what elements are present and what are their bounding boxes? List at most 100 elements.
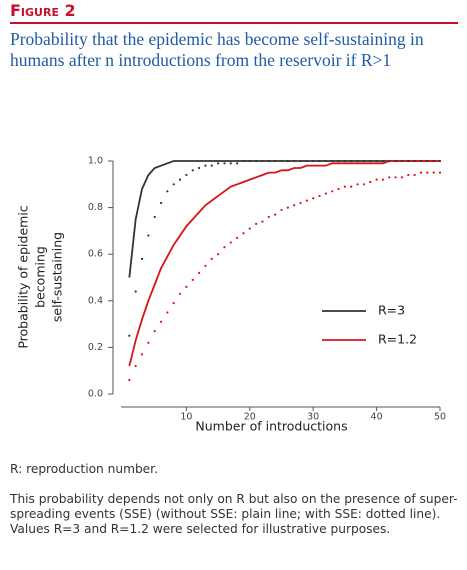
data-point	[197, 166, 201, 170]
data-point	[438, 171, 442, 174]
data-point	[413, 173, 416, 177]
data-point	[324, 159, 327, 163]
data-point	[166, 311, 169, 314]
data-point	[191, 169, 194, 172]
legend-label: R=3	[378, 303, 405, 318]
data-point	[229, 162, 232, 165]
data-point	[223, 246, 226, 249]
data-point	[426, 171, 429, 174]
data-point	[438, 159, 442, 163]
data-point	[140, 353, 144, 356]
data-point	[331, 190, 334, 193]
data-point	[375, 178, 378, 181]
note: This probability depends not only on R b…	[10, 492, 458, 536]
data-point	[407, 159, 410, 163]
data-point	[172, 302, 175, 305]
data-point	[337, 187, 340, 191]
data-point	[362, 159, 366, 163]
data-point	[242, 232, 245, 235]
data-point	[299, 201, 302, 205]
data-point	[153, 215, 156, 219]
data-point	[369, 180, 372, 184]
data-point	[210, 164, 213, 167]
data-point	[153, 329, 156, 333]
data-point	[286, 206, 289, 209]
data-point	[128, 334, 131, 337]
series-line	[128, 160, 440, 278]
data-point	[318, 159, 321, 163]
data-point	[369, 159, 372, 163]
data-point	[178, 292, 182, 295]
data-point	[267, 159, 270, 163]
data-point	[134, 364, 137, 368]
data-point	[204, 264, 207, 267]
data-point	[147, 341, 150, 344]
data-point	[185, 173, 188, 177]
data-point	[362, 183, 366, 186]
data-point	[280, 159, 283, 163]
data-point	[293, 159, 296, 163]
y-axis-title: Probability of epidemic	[16, 205, 31, 348]
data-point	[394, 159, 397, 163]
data-point	[159, 201, 163, 205]
x-tick-label: 50	[434, 412, 446, 423]
data-point	[356, 183, 359, 186]
data-point	[388, 176, 391, 179]
x-axis-title: Number of introductions	[195, 419, 347, 434]
data-point	[204, 164, 207, 167]
series-line	[128, 160, 440, 367]
data-point	[381, 178, 385, 181]
data-point	[312, 159, 315, 163]
data-point	[419, 159, 423, 163]
data-point	[261, 220, 264, 223]
data-point	[299, 159, 302, 163]
data-point	[210, 257, 213, 260]
data-point	[166, 190, 169, 193]
data-point	[343, 185, 346, 188]
data-point	[274, 213, 277, 216]
y-tick-label: 0.6	[88, 249, 103, 260]
data-point	[197, 271, 201, 274]
data-point	[217, 253, 220, 256]
x-tick-label: 30	[307, 412, 319, 423]
data-point	[248, 159, 251, 163]
x-tick-label: 10	[180, 412, 192, 423]
data-point	[305, 199, 308, 202]
chart: 0.0 0.2 0.4 0.6 0.8 1.0 10 20 30 40 50 Number of in…	[16, 156, 447, 434]
data-point	[274, 159, 277, 163]
data-point	[324, 192, 327, 195]
data-point	[312, 197, 315, 200]
data-point	[217, 162, 220, 165]
data-point	[394, 176, 397, 179]
legend-label: R=1.2	[378, 332, 417, 347]
figure-label: Figure 2	[10, 1, 76, 20]
data-point	[236, 236, 239, 239]
data-point	[305, 159, 308, 163]
data-point	[356, 159, 359, 163]
data-point	[318, 194, 321, 198]
data-point	[229, 241, 232, 244]
notes: R: reproduction number. This probability…	[10, 462, 460, 552]
data-point	[159, 320, 163, 323]
data-point	[407, 173, 410, 177]
x-tick-label: 20	[244, 412, 256, 423]
y-tick-label: 0.2	[88, 342, 103, 353]
y-tick-label: 0.0	[88, 389, 103, 400]
data-point	[350, 185, 353, 188]
data-point	[185, 285, 188, 288]
data-point	[375, 159, 378, 163]
note: R: reproduction number.	[10, 462, 158, 476]
y-axis-title: self-sustaining	[50, 232, 65, 322]
data-point	[172, 183, 175, 186]
data-point	[388, 159, 391, 163]
data-point	[242, 159, 245, 163]
data-point	[381, 159, 385, 163]
data-point	[286, 159, 289, 163]
data-point	[432, 171, 435, 174]
data-point	[350, 159, 353, 163]
data-point	[267, 215, 270, 219]
data-point	[331, 159, 334, 163]
y-tick-label: 1.0	[88, 156, 103, 167]
data-point	[343, 159, 346, 163]
